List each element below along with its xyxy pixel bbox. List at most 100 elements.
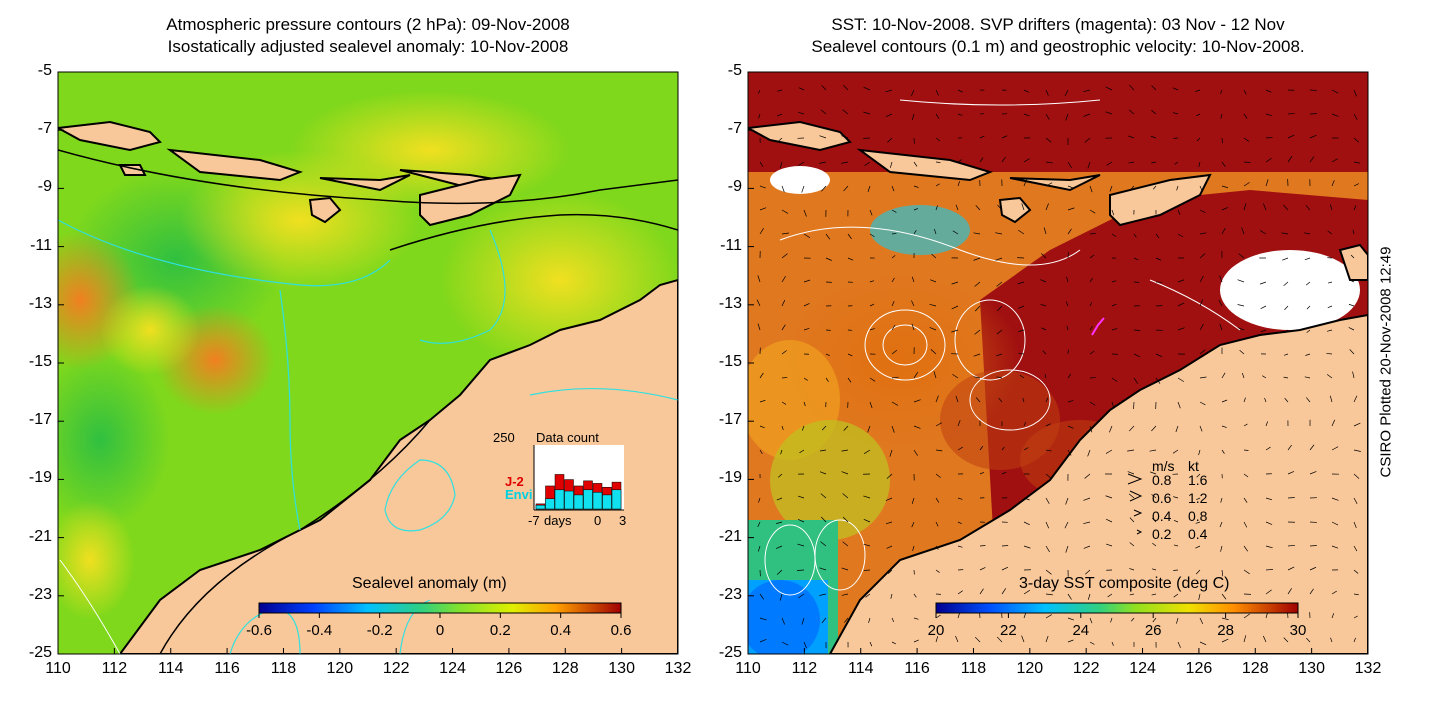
left-y-tick: -9 [37, 178, 52, 196]
sla-colorbar-tick: -0.6 [246, 622, 272, 639]
legend-kt-0: 1.6 [1188, 472, 1208, 488]
left-y-tick: -23 [28, 585, 52, 603]
left-x-tick: 114 [157, 660, 184, 677]
right-x-tick: 110 [735, 660, 761, 677]
left-y-tick: -19 [28, 469, 52, 487]
right-y-tick: -23 [718, 585, 742, 603]
inset-max-label: 250 [493, 430, 515, 445]
plot-credit: CSIRO Plotted 20-Nov-2008 12:49 [1377, 246, 1395, 478]
legend-kt-3: 0.4 [1188, 526, 1208, 542]
inset-x-tick-zero: 0 [594, 513, 602, 528]
right-y-tick: -11 [720, 236, 742, 254]
inset-xlabel: days [544, 513, 572, 528]
inset-title: Data count [536, 430, 599, 445]
left-y-tick: -17 [28, 411, 52, 429]
sla-colorbar-label: Sealevel anomaly (m) [352, 575, 507, 592]
right-x-tick: 126 [1185, 660, 1213, 677]
inset-bar-envi [573, 494, 584, 510]
geostrophic-velocity-arrows [756, 84, 1361, 649]
right-x-tick: 132 [1354, 660, 1382, 677]
sla-colorbar-tick: 0.4 [550, 622, 572, 639]
sst-colorbar-tick: 20 [927, 622, 945, 639]
right-x-tick: 112 [791, 660, 818, 677]
left-x-tick: 132 [664, 660, 692, 677]
sst-colorbar-label: 3-day SST composite (deg C) [1019, 575, 1230, 592]
right-y-tick: -25 [718, 644, 742, 661]
left-y-tick: -5 [37, 62, 52, 79]
legend-ms-1: 0.6 [1152, 490, 1172, 506]
velocity-legend-arrows [1127, 473, 1143, 535]
left-x-tick: 112 [101, 660, 128, 677]
right-x-tick: 120 [1016, 660, 1044, 677]
sla-colorbar-tick: 0 [435, 622, 445, 639]
sst-colorbar-tick: 24 [1072, 622, 1090, 639]
left-title-line1: Atmospheric pressure contours (2 hPa): 0… [166, 15, 570, 34]
left-x-tick: 122 [382, 660, 410, 677]
sla-colorbar-tick: -0.4 [306, 622, 333, 639]
right-map [748, 72, 1368, 654]
inset-bar-envi [583, 489, 593, 510]
legend-ms-0: 0.8 [1152, 472, 1172, 488]
sst-colorbar-tick: 22 [1000, 622, 1017, 639]
data-count-inset [533, 445, 624, 511]
right-y-tick: -13 [718, 294, 742, 312]
inset-series-j2: J-2 [505, 474, 524, 489]
inset-bar-envi [554, 489, 565, 510]
left-y-tick: -7 [37, 120, 52, 138]
right-y-tick: -19 [718, 469, 742, 487]
inset-bar-envi [564, 490, 574, 510]
legend-header-kt: kt [1188, 458, 1199, 474]
sst-colorbar [935, 602, 1299, 614]
left-x-tick: 126 [495, 660, 523, 677]
inset-bar-envi [611, 489, 622, 510]
right-x-tick: 128 [1241, 660, 1269, 677]
right-y-tick: -7 [727, 120, 742, 138]
right-title-line1: SST: 10-Nov-2008. SVP drifters (magenta)… [831, 15, 1285, 34]
left-x-tick: 110 [45, 660, 71, 677]
right-y-tick: -9 [727, 178, 742, 196]
legend-ms-3: 0.2 [1152, 526, 1172, 542]
right-y-tick: -21 [718, 527, 742, 545]
left-y-tick: -11 [30, 236, 52, 254]
inset-bar-envi [602, 494, 612, 510]
sst-colorbar-tick: 26 [1144, 622, 1162, 639]
sla-colorbar-tick: 0.6 [610, 622, 632, 639]
sla-colorbar [258, 602, 622, 614]
inset-series-envi: Envi [505, 487, 533, 502]
right-y-tick: -5 [727, 62, 742, 79]
right-x-tick: 116 [904, 660, 930, 677]
left-y-tick: -13 [28, 294, 52, 312]
inset-bar-envi [592, 492, 603, 510]
left-x-tick: 116 [214, 660, 240, 677]
right-y-tick: -17 [718, 411, 742, 429]
right-x-tick: 118 [960, 660, 987, 677]
right-y-tick: -15 [718, 353, 742, 370]
inset-bar-envi [545, 498, 555, 510]
left-map [58, 72, 678, 654]
axis-tick-marks [57, 71, 1369, 655]
left-x-tick: 124 [439, 660, 466, 677]
left-title-line2: Isostatically adjusted sealevel anomaly:… [167, 37, 569, 56]
inset-bar-envi [535, 504, 546, 510]
left-title: Atmospheric pressure contours (2 hPa): 0… [58, 14, 678, 58]
legend-kt-2: 0.8 [1188, 508, 1208, 524]
sst-colorbar-tick: 30 [1289, 622, 1307, 639]
right-title: SST: 10-Nov-2008. SVP drifters (magenta)… [748, 14, 1368, 58]
legend-kt-1: 1.2 [1188, 490, 1208, 506]
left-y-tick: -21 [28, 527, 52, 545]
right-x-tick: 122 [1072, 660, 1100, 677]
sla-colorbar-tick: 0.2 [489, 622, 511, 639]
sst-colorbar-tick: 28 [1217, 622, 1234, 639]
left-x-tick: 128 [551, 660, 579, 677]
sla-colorbar-tick: -0.2 [366, 622, 393, 639]
drifter-track [1091, 317, 1105, 336]
left-x-tick: 120 [326, 660, 354, 677]
left-y-tick: -15 [28, 353, 52, 370]
right-title-line2: Sealevel contours (0.1 m) and geostrophi… [811, 37, 1305, 56]
inset-x-tick-start: -7 [528, 513, 540, 528]
right-x-tick: 130 [1298, 660, 1325, 677]
legend-header-ms: m/s [1152, 458, 1175, 474]
right-x-tick: 124 [1129, 660, 1156, 677]
right-x-tick: 114 [847, 660, 874, 677]
